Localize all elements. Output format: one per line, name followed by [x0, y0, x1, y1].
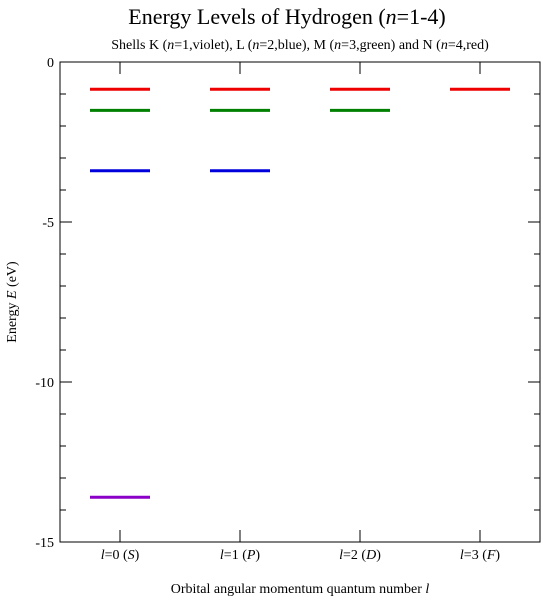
- energy-levels: [90, 87, 510, 499]
- subtitle-part: n: [167, 38, 174, 53]
- x-tick-text: =2 (: [343, 548, 366, 563]
- x-tick-label: l=0 (S): [101, 548, 140, 563]
- y-label-text: Energy: [5, 299, 20, 343]
- y-label-unit: (eV): [5, 261, 20, 290]
- x-tick-variable: l: [339, 548, 343, 563]
- x-tick-text: =3 (: [464, 548, 487, 563]
- title-text: =1-4): [397, 4, 446, 29]
- x-axis-label: Orbital angular momentum quantum number …: [171, 582, 430, 597]
- y-label-variable: E: [5, 290, 20, 300]
- subtitle-part: n: [441, 38, 448, 53]
- subtitle-part: =2,blue), M (: [259, 38, 334, 53]
- x-label-variable: l: [425, 582, 429, 597]
- x-tick-label: l=3 (F): [460, 548, 501, 563]
- subtitle-part: =1,violet), L (: [174, 38, 252, 53]
- x-tick-text: ): [255, 548, 260, 563]
- y-tick-label: -10: [35, 376, 54, 391]
- x-tick-label: l=2 (D): [339, 548, 381, 563]
- y-tick-label: -5: [42, 216, 54, 231]
- x-tick-text: ): [135, 548, 140, 563]
- x-tick-letter: P: [246, 548, 256, 563]
- subtitle-part: n: [252, 38, 259, 53]
- title-text: Energy Levels of Hydrogen (: [128, 4, 385, 29]
- y-tick-label: 0: [47, 56, 54, 71]
- y-axis-label: Energy E (eV): [5, 261, 20, 343]
- x-axis-ticks: l=0 (S) l=1 (P) l=2 (D) l=3 (F): [101, 62, 501, 563]
- x-tick-label: l=1 (P): [220, 548, 261, 563]
- chart-title: Energy Levels of Hydrogen (n=1-4): [128, 4, 445, 29]
- x-tick-text: =0 (: [105, 548, 128, 563]
- x-tick-text: ): [495, 548, 500, 563]
- subtitle-part: =3,green) and N (: [341, 38, 441, 53]
- subtitle-part: =4,red): [448, 38, 489, 53]
- x-tick-variable: l: [101, 548, 105, 563]
- plot-frame: [59, 61, 541, 543]
- x-tick-variable: l: [460, 548, 464, 563]
- y-tick-label: -15: [35, 536, 54, 551]
- x-tick-letter: F: [486, 548, 496, 563]
- x-tick-letter: D: [365, 548, 376, 563]
- subtitle-part: Shells K (: [111, 38, 167, 53]
- x-tick-text: =1 (: [224, 548, 247, 563]
- x-tick-letter: S: [128, 548, 135, 563]
- subtitle-part: n: [334, 38, 341, 53]
- y-axis-ticks: 0 -5 -10 -15: [35, 56, 540, 551]
- title-variable: n: [386, 4, 397, 29]
- x-label-text: Orbital angular momentum quantum number: [171, 582, 426, 597]
- chart-subtitle: Shells K (n=1,violet), L (n=2,blue), M (…: [111, 38, 489, 53]
- x-tick-variable: l: [220, 548, 224, 563]
- x-tick-text: ): [376, 548, 381, 563]
